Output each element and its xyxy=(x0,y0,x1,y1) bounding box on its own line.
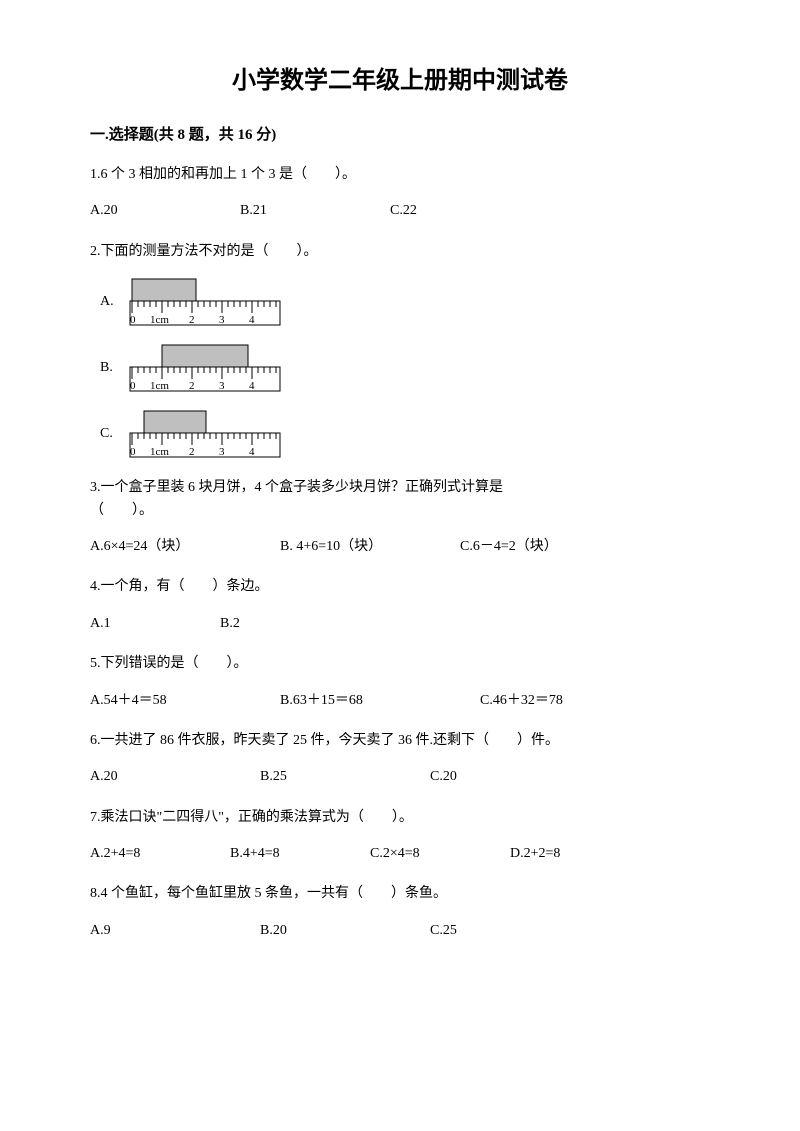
options-row: A.9 B.20 C.25 xyxy=(90,920,710,942)
question-5: 5.下列错误的是（ ）。 A.54＋4＝58 B.63＋15＝68 C.46＋3… xyxy=(90,653,710,712)
option-label-b: B. xyxy=(100,357,120,379)
question-text: 6.一共进了 86 件衣服，昨天卖了 25 件，今天卖了 36 件.还剩下（ ）… xyxy=(90,730,710,752)
svg-text:2: 2 xyxy=(189,446,195,458)
ruler-options: A. 0 1cm 2 3 xyxy=(90,277,710,459)
option-b: B.2 xyxy=(220,613,710,635)
option-a: A.20 xyxy=(90,200,240,222)
svg-text:3: 3 xyxy=(219,314,225,326)
svg-text:4: 4 xyxy=(249,380,255,392)
svg-text:4: 4 xyxy=(249,446,255,458)
svg-text:0: 0 xyxy=(130,380,136,392)
svg-text:0: 0 xyxy=(130,446,136,458)
svg-text:1cm: 1cm xyxy=(150,314,169,326)
question-3: 3.一个盒子里装 6 块月饼，4 个盒子装多少块月饼？正确列式计算是 （ ）。 … xyxy=(90,477,710,558)
option-label-c: C. xyxy=(100,423,120,445)
question-8: 8.4 个鱼缸，每个鱼缸里放 5 条鱼，一共有（ ）条鱼。 A.9 B.20 C… xyxy=(90,883,710,942)
ruler-option-b: B. 0 1cm 2 3 xyxy=(100,343,710,393)
question-4: 4.一个角，有（ ）条边。 A.1 B.2 xyxy=(90,576,710,635)
ruler-icon: 0 1cm 2 3 4 xyxy=(128,409,288,459)
question-text: 5.下列错误的是（ ）。 xyxy=(90,653,710,675)
option-b: B.21 xyxy=(240,200,390,222)
option-b: B.20 xyxy=(260,920,430,942)
ruler-option-c: C. 0 1cm 2 3 xyxy=(100,409,710,459)
svg-text:4: 4 xyxy=(249,314,255,326)
option-d: D.2+2=8 xyxy=(510,843,650,865)
option-a: A.9 xyxy=(90,920,260,942)
options-row: A.54＋4＝58 B.63＋15＝68 C.46＋32＝78 xyxy=(90,690,710,712)
question-text: 2.下面的测量方法不对的是（ ）。 xyxy=(90,241,710,263)
option-c: C.20 xyxy=(430,766,710,788)
option-b: B.4+4=8 xyxy=(230,843,370,865)
options-row: A.2+4=8 B.4+4=8 C.2×4=8 D.2+2=8 xyxy=(90,843,710,865)
svg-text:2: 2 xyxy=(189,314,195,326)
question-1: 1.6 个 3 相加的和再加上 1 个 3 是（ ）。 A.20 B.21 C.… xyxy=(90,164,710,223)
ruler-option-a: A. 0 1cm 2 3 xyxy=(100,277,710,327)
option-a: A.54＋4＝58 xyxy=(90,690,280,712)
svg-text:0: 0 xyxy=(130,314,136,326)
svg-text:3: 3 xyxy=(219,380,225,392)
question-6: 6.一共进了 86 件衣服，昨天卖了 25 件，今天卖了 36 件.还剩下（ ）… xyxy=(90,730,710,789)
question-text: 3.一个盒子里装 6 块月饼，4 个盒子装多少块月饼？正确列式计算是 xyxy=(90,477,710,499)
option-b: B.25 xyxy=(260,766,430,788)
question-text: 8.4 个鱼缸，每个鱼缸里放 5 条鱼，一共有（ ）条鱼。 xyxy=(90,883,710,905)
question-2: 2.下面的测量方法不对的是（ ）。 A. 0 xyxy=(90,241,710,459)
ruler-icon: 0 1cm 2 3 4 xyxy=(128,277,288,327)
option-a: A.2+4=8 xyxy=(90,843,230,865)
option-c: C.25 xyxy=(430,920,710,942)
option-a: A.1 xyxy=(90,613,220,635)
options-row: A.6×4=24（块） B. 4+6=10（块） C.6－4=2（块） xyxy=(90,536,710,558)
question-7: 7.乘法口诀"二四得八"，正确的乘法算式为（ ）。 A.2+4=8 B.4+4=… xyxy=(90,807,710,866)
svg-text:1cm: 1cm xyxy=(150,380,169,392)
option-c: C.2×4=8 xyxy=(370,843,510,865)
page-title: 小学数学二年级上册期中测试卷 xyxy=(90,60,710,95)
section-header: 一.选择题(共 8 题，共 16 分) xyxy=(90,123,710,144)
question-text: 7.乘法口诀"二四得八"，正确的乘法算式为（ ）。 xyxy=(90,807,710,829)
option-c: C.22 xyxy=(390,200,710,222)
ruler-icon: 0 1cm 2 3 4 xyxy=(128,343,288,393)
question-text: 1.6 个 3 相加的和再加上 1 个 3 是（ ）。 xyxy=(90,164,710,186)
options-row: A.20 B.21 C.22 xyxy=(90,200,710,222)
question-text-cont: （ ）。 xyxy=(90,500,710,522)
option-c: C.6－4=2（块） xyxy=(460,536,710,558)
option-b: B.63＋15＝68 xyxy=(280,690,480,712)
option-c: C.46＋32＝78 xyxy=(480,690,710,712)
options-row: A.1 B.2 xyxy=(90,613,710,635)
option-a: A.20 xyxy=(90,766,260,788)
svg-text:3: 3 xyxy=(219,446,225,458)
option-a: A.6×4=24（块） xyxy=(90,536,280,558)
option-b: B. 4+6=10（块） xyxy=(280,536,460,558)
options-row: A.20 B.25 C.20 xyxy=(90,766,710,788)
svg-text:2: 2 xyxy=(189,380,195,392)
option-label-a: A. xyxy=(100,291,120,313)
question-text: 4.一个角，有（ ）条边。 xyxy=(90,576,710,598)
svg-text:1cm: 1cm xyxy=(150,446,169,458)
